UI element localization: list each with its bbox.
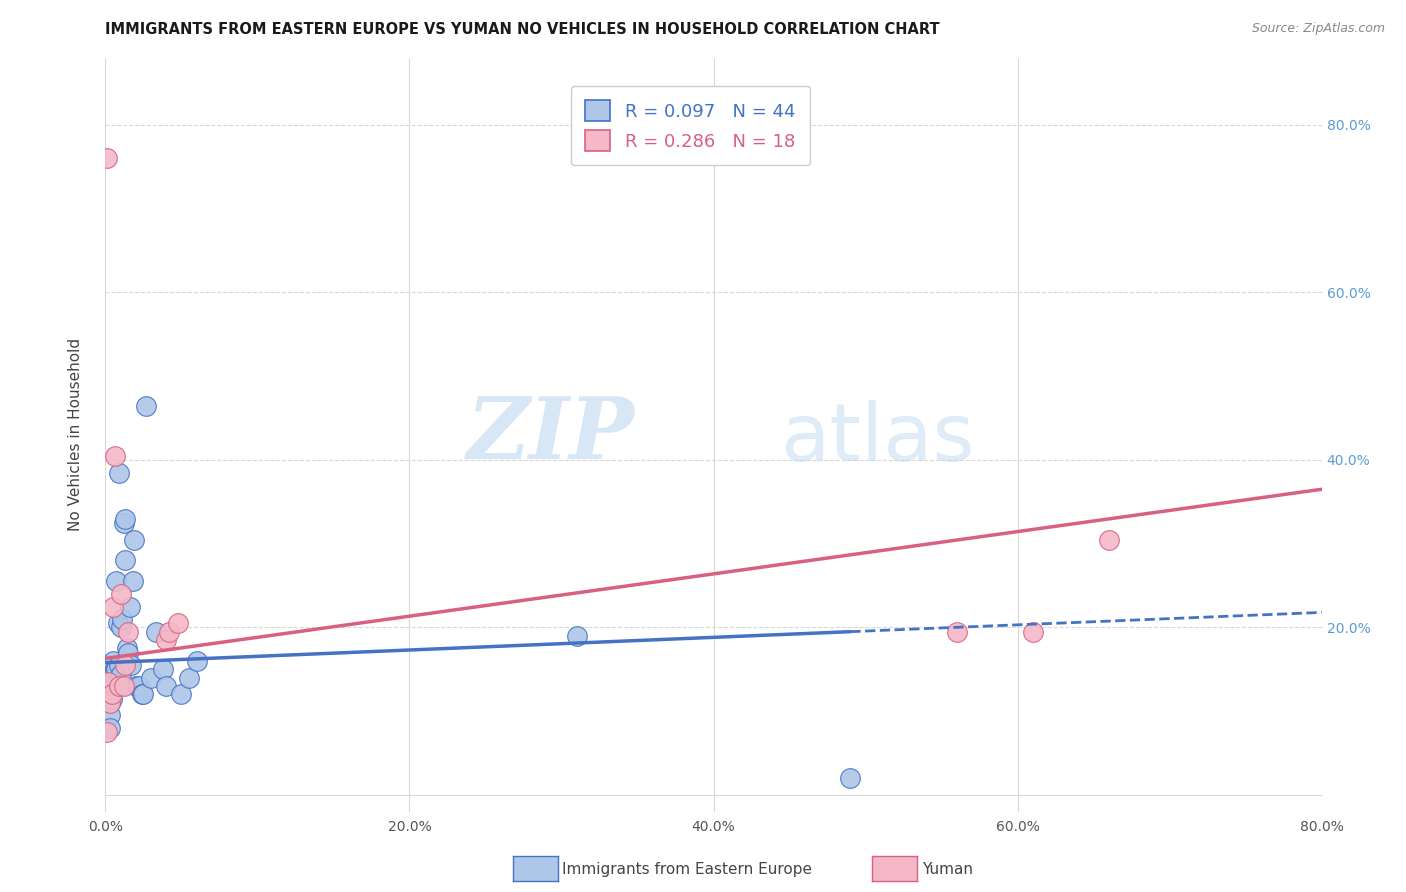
Point: [105, 662, 128, 676]
Text: Immigrants from Eastern Europe: Immigrants from Eastern Europe: [562, 863, 813, 877]
Point: [131, 688, 153, 702]
Point: [186, 654, 208, 668]
Point: [112, 679, 135, 693]
Point: [110, 587, 132, 601]
Point: [98, 696, 121, 710]
Point: [101, 599, 124, 614]
Point: [96, 658, 118, 673]
Point: [118, 599, 141, 614]
Point: [110, 620, 132, 634]
Point: [100, 688, 122, 702]
Point: [98, 696, 121, 710]
Point: [117, 624, 139, 639]
Point: [103, 671, 125, 685]
Point: [98, 721, 121, 735]
Text: Yuman: Yuman: [922, 863, 973, 877]
Point: [125, 679, 148, 693]
Point: [96, 666, 118, 681]
Point: [170, 688, 193, 702]
Point: [177, 671, 200, 685]
Point: [100, 679, 122, 693]
Point: [121, 574, 143, 589]
Point: [135, 399, 157, 413]
Point: [145, 624, 167, 639]
Point: [108, 679, 131, 693]
Text: IMMIGRANTS FROM EASTERN EUROPE VS YUMAN NO VEHICLES IN HOUSEHOLD CORRELATION CHA: IMMIGRANTS FROM EASTERN EUROPE VS YUMAN …: [105, 22, 941, 37]
Point: [565, 629, 588, 643]
Point: [1022, 624, 1045, 639]
Point: [97, 688, 120, 702]
Point: [96, 152, 118, 166]
Point: [115, 641, 138, 656]
Point: [132, 688, 155, 702]
Point: [112, 516, 135, 530]
Point: [110, 666, 132, 681]
Text: atlas: atlas: [780, 400, 974, 477]
Point: [1098, 533, 1121, 547]
Point: [139, 671, 162, 685]
Point: [98, 708, 121, 723]
Point: [167, 616, 190, 631]
Point: [839, 771, 862, 785]
Point: [96, 725, 118, 739]
Point: [128, 679, 150, 693]
Point: [114, 658, 136, 673]
Legend: R = 0.097   N = 44, R = 0.286   N = 18: R = 0.097 N = 44, R = 0.286 N = 18: [571, 86, 810, 166]
Point: [103, 449, 125, 463]
Point: [97, 674, 120, 689]
Point: [97, 674, 120, 689]
Point: [157, 624, 180, 639]
Point: [107, 616, 129, 631]
Point: [108, 658, 131, 673]
Point: [101, 654, 124, 668]
Point: [945, 624, 967, 639]
Point: [124, 533, 146, 547]
Point: [155, 679, 177, 693]
Point: [120, 658, 142, 673]
Text: ZIP: ZIP: [467, 393, 634, 476]
Point: [114, 511, 136, 525]
Point: [114, 553, 136, 567]
Point: [105, 574, 128, 589]
Point: [117, 646, 139, 660]
Point: [101, 666, 124, 681]
Text: Source: ZipAtlas.com: Source: ZipAtlas.com: [1251, 22, 1385, 36]
Point: [111, 612, 134, 626]
Point: [108, 466, 131, 480]
Point: [152, 662, 174, 676]
Point: [100, 691, 122, 706]
Point: [103, 662, 125, 676]
Y-axis label: No Vehicles in Household: No Vehicles in Household: [69, 338, 83, 532]
Point: [155, 633, 177, 648]
